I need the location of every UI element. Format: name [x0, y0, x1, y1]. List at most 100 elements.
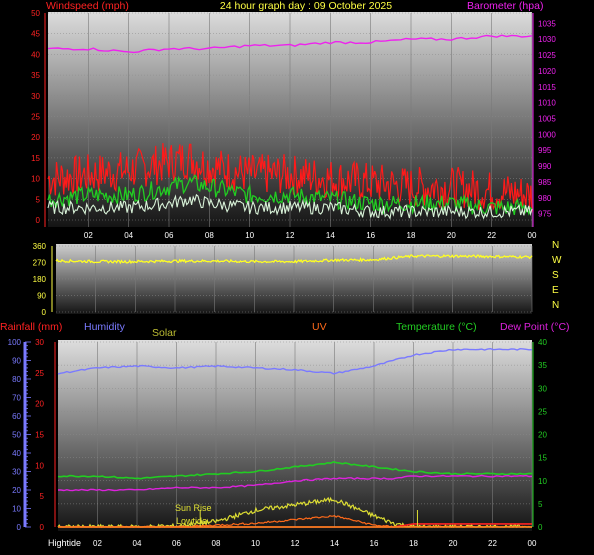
- humidity-tick-label: 100: [8, 338, 22, 347]
- windspeed-tick-label: 50: [31, 9, 40, 18]
- panel3-x-tick-label: 08: [212, 539, 221, 548]
- barometer-tick-label: 995: [538, 146, 552, 155]
- axes-layer: 5045403530252015105010351030102510201015…: [8, 9, 562, 548]
- humidity-tick-label: 30: [12, 468, 21, 477]
- compass-letter-label: S: [552, 270, 559, 281]
- panel3-x-tick-label: 14: [330, 539, 339, 548]
- panel1-x-tick-label: 02: [84, 231, 93, 240]
- temperature-tick-label: 35: [538, 361, 547, 370]
- temperature-tick-label: 20: [538, 431, 547, 440]
- panel3-x-tick-label: 00: [528, 539, 537, 548]
- wind-direction-series-line: [55, 254, 533, 265]
- rainfall-tick-label: 10: [35, 461, 44, 470]
- uv-label: UV: [312, 321, 327, 333]
- lowtide-annotation: Lowtide: [176, 516, 207, 526]
- rainfall-tick-label: 30: [35, 338, 44, 347]
- windspeed-tick-label: 0: [36, 216, 41, 225]
- temperature-tick-label: 10: [538, 477, 547, 486]
- windspeed-tick-label: 5: [36, 195, 41, 204]
- humidity-tick-label: 60: [12, 412, 21, 421]
- panel3-x-tick-label: 22: [488, 539, 497, 548]
- barometer-tick-label: 985: [538, 178, 552, 187]
- temperature-series-line: [57, 460, 533, 480]
- windspeed-tick-label: 35: [31, 71, 40, 80]
- direction-tick-label: 0: [42, 308, 47, 317]
- panel3-x-tick-label: 12: [291, 539, 300, 548]
- direction-tick-label: 180: [33, 275, 47, 284]
- barometer-tick-label: 1000: [538, 130, 556, 139]
- sunrise-annotation: Sun Rise: [175, 503, 212, 513]
- humidity-tick-label: 20: [12, 486, 21, 495]
- compass-letter-label: N: [552, 300, 559, 311]
- rainfall-tick-label: 0: [40, 523, 45, 532]
- temperature-tick-label: 5: [538, 500, 543, 509]
- panel1-x-tick-label: 06: [165, 231, 174, 240]
- panel1-x-tick-label: 16: [366, 231, 375, 240]
- humidity-tick-label: 50: [12, 431, 21, 440]
- barometer-tick-label: 1010: [538, 99, 556, 108]
- temperature-tick-label: 0: [538, 523, 543, 532]
- temperature-label: Temperature (°C): [396, 321, 477, 333]
- rainfall-tick-label: 25: [35, 369, 44, 378]
- windspeed-tick-label: 15: [31, 154, 40, 163]
- windspeed-tick-label: 25: [31, 113, 40, 122]
- rainfall-tick-label: 15: [35, 431, 44, 440]
- rainfall-tick-label: 5: [40, 492, 45, 501]
- panel1-x-tick-label: 14: [326, 231, 335, 240]
- barometer-tick-label: 990: [538, 162, 552, 171]
- solar-label: Solar: [152, 327, 177, 339]
- barometer-tick-label: 1005: [538, 115, 556, 124]
- hightide-label: Hightide: [48, 538, 81, 548]
- panel1-x-tick-label: 10: [245, 231, 254, 240]
- panel3-x-tick-label: 20: [449, 539, 458, 548]
- direction-tick-label: 270: [33, 259, 47, 268]
- temperature-tick-label: 15: [538, 454, 547, 463]
- panel1-x-tick-label: 18: [407, 231, 416, 240]
- direction-tick-label: 360: [33, 242, 47, 251]
- panel3-x-tick-label: 06: [172, 539, 181, 548]
- panel1-x-tick-label: 00: [528, 231, 537, 240]
- humidity-tick-label: 70: [12, 394, 21, 403]
- windspeed-tick-label: 30: [31, 92, 40, 101]
- barometer-tick-label: 1035: [538, 19, 556, 28]
- panel3-x-tick-label: 04: [133, 539, 142, 548]
- direction-tick-label: 90: [37, 292, 46, 301]
- compass-letter-label: N: [552, 240, 559, 251]
- dewpoint-label: Dew Point (°C): [500, 321, 570, 333]
- humidity-tick-label: 10: [12, 505, 21, 514]
- windspeed-tick-label: 45: [31, 30, 40, 39]
- panel1-x-tick-label: 12: [286, 231, 295, 240]
- barometer-tick-label: 980: [538, 194, 552, 203]
- barometer-series-line: [47, 34, 533, 54]
- humidity-tick-label: 80: [12, 375, 21, 384]
- compass-letter-label: E: [552, 285, 559, 296]
- humidity-label: Humidity: [84, 321, 126, 333]
- barometer-tick-label: 1020: [538, 67, 556, 76]
- chart-title: 24 hour graph day : 09 October 2025: [220, 0, 392, 12]
- panel1-x-tick-label: 22: [487, 231, 496, 240]
- panel1-x-tick-label: 08: [205, 231, 214, 240]
- windspeed-tick-label: 10: [31, 175, 40, 184]
- barometer-tick-label: 1015: [538, 83, 556, 92]
- rainfall-tick-label: 20: [35, 400, 44, 409]
- panel1-x-tick-label: 20: [447, 231, 456, 240]
- windspeed-tick-label: 20: [31, 133, 40, 142]
- average-wind-series-line: [47, 174, 533, 216]
- temperature-tick-label: 25: [538, 407, 547, 416]
- windspeed-tick-label: 40: [31, 50, 40, 59]
- dewpoint-series-line: [58, 474, 533, 492]
- panel3-x-tick-label: 02: [93, 539, 102, 548]
- barometer-axis-label: Barometer (hpa): [467, 0, 543, 12]
- barometer-tick-label: 1030: [538, 35, 556, 44]
- panel3-x-tick-label: 10: [251, 539, 260, 548]
- humidity-tick-label: 40: [12, 449, 21, 458]
- barometer-tick-label: 975: [538, 210, 552, 219]
- minimum-wind-series-line: [47, 193, 533, 220]
- barometer-tick-label: 1025: [538, 51, 556, 60]
- temperature-tick-label: 40: [538, 338, 547, 347]
- rainfall-label: Rainfall (mm): [0, 321, 62, 333]
- compass-letter-label: W: [552, 255, 562, 266]
- panel3-x-tick-label: 16: [370, 539, 379, 548]
- panel1-x-tick-label: 04: [124, 231, 133, 240]
